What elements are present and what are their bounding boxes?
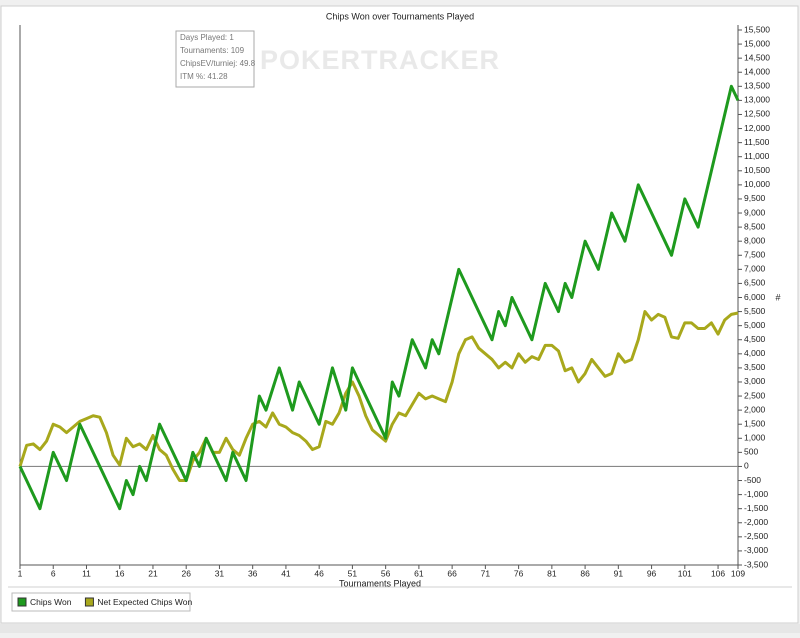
info-line: ChipsEV/turniej: 49.8 — [180, 59, 256, 68]
legend-label: Net Expected Chips Won — [97, 597, 192, 607]
x-tick-label: 11 — [82, 568, 91, 578]
y-tick-label: 7,500 — [744, 250, 766, 260]
y-tick-label: 15,500 — [744, 24, 770, 34]
y-tick-label: -2,000 — [744, 517, 768, 527]
y-axis-title: # — [775, 292, 780, 302]
x-tick-label: 81 — [547, 568, 557, 578]
y-tick-label: 0 — [744, 461, 749, 471]
y-tick-label: 11,500 — [744, 137, 770, 147]
x-tick-label: 46 — [314, 568, 324, 578]
y-tick-label: 500 — [744, 447, 758, 457]
y-tick-label: 12,500 — [744, 109, 770, 119]
x-tick-label: 96 — [647, 568, 657, 578]
info-line: Days Played: 1 — [180, 33, 234, 42]
x-tick-label: 71 — [481, 568, 491, 578]
legend-swatch — [17, 597, 27, 607]
y-tick-label: 8,500 — [744, 221, 766, 231]
legend-label: Chips Won — [30, 597, 72, 607]
x-tick-label: 56 — [381, 568, 391, 578]
info-line: ITM %: 41.28 — [180, 72, 228, 81]
x-tick-label: 26 — [181, 568, 191, 578]
watermark: POKERTRACKER — [260, 45, 500, 75]
legend-swatch — [84, 597, 94, 607]
info-box — [175, 30, 255, 88]
legend-box — [11, 592, 191, 612]
y-tick-label: 1,000 — [744, 433, 766, 443]
y-tick-label: 8,000 — [744, 235, 766, 245]
y-tick-label: -1,500 — [744, 503, 768, 513]
status-strip — [0, 624, 800, 633]
y-tick-label: 10,500 — [744, 165, 770, 175]
x-tick-label: 36 — [248, 568, 258, 578]
x-tick-label: 51 — [348, 568, 358, 578]
y-tick-label: 14,500 — [744, 52, 770, 62]
y-tick-label: 6,000 — [744, 292, 766, 302]
y-tick-label: 5,500 — [744, 306, 766, 316]
y-tick-label: 9,000 — [744, 207, 766, 217]
chart-title: Chips Won over Tournaments Played — [326, 11, 474, 21]
y-tick-label: 3,000 — [744, 376, 766, 386]
x-tick-label: 6 — [51, 568, 56, 578]
y-tick-label: 13,000 — [744, 95, 770, 105]
x-tick-label: 1 — [18, 568, 23, 578]
x-tick-label: 91 — [614, 568, 624, 578]
y-tick-label: 6,500 — [744, 278, 766, 288]
chart-panel — [0, 5, 799, 624]
y-tick-label: 13,500 — [744, 81, 770, 91]
y-tick-label: 1,500 — [744, 418, 766, 428]
info-line: Tournaments: 109 — [180, 46, 245, 55]
y-tick-label: 14,000 — [744, 66, 770, 76]
series-line — [18, 310, 739, 483]
y-tick-label: 5,000 — [744, 320, 766, 330]
x-tick-label: 101 — [678, 568, 692, 578]
y-tick-label: -2,500 — [744, 531, 768, 541]
x-tick-label: 21 — [148, 568, 158, 578]
series-line — [18, 84, 740, 511]
y-tick-label: -1,000 — [744, 489, 768, 499]
x-tick-label: 31 — [215, 568, 225, 578]
y-tick-label: -3,500 — [744, 559, 768, 569]
x-tick-label: 66 — [447, 568, 457, 578]
x-tick-label: 86 — [580, 568, 590, 578]
y-tick-label: 10,000 — [744, 179, 770, 189]
y-tick-label: -3,000 — [744, 545, 768, 555]
y-tick-label: 15,000 — [744, 38, 770, 48]
x-tick-label: 76 — [514, 568, 524, 578]
x-tick-label: 106 — [711, 568, 725, 578]
x-tick-label: 16 — [115, 568, 125, 578]
y-tick-label: 11,000 — [744, 151, 770, 161]
x-tick-label: 109 — [731, 568, 745, 578]
y-tick-label: 2,500 — [744, 390, 766, 400]
y-tick-label: 3,500 — [744, 362, 766, 372]
y-tick-label: 9,500 — [744, 193, 766, 203]
y-tick-label: 7,000 — [744, 264, 766, 274]
y-tick-label: -500 — [744, 475, 761, 485]
y-tick-label: 4,000 — [744, 348, 766, 358]
x-tick-label: 41 — [281, 568, 291, 578]
y-tick-label: 2,000 — [744, 404, 766, 414]
x-axis-title: Tournaments Played — [339, 578, 421, 588]
x-tick-label: 61 — [414, 568, 424, 578]
y-tick-label: 4,500 — [744, 334, 766, 344]
y-tick-label: 12,000 — [744, 123, 770, 133]
